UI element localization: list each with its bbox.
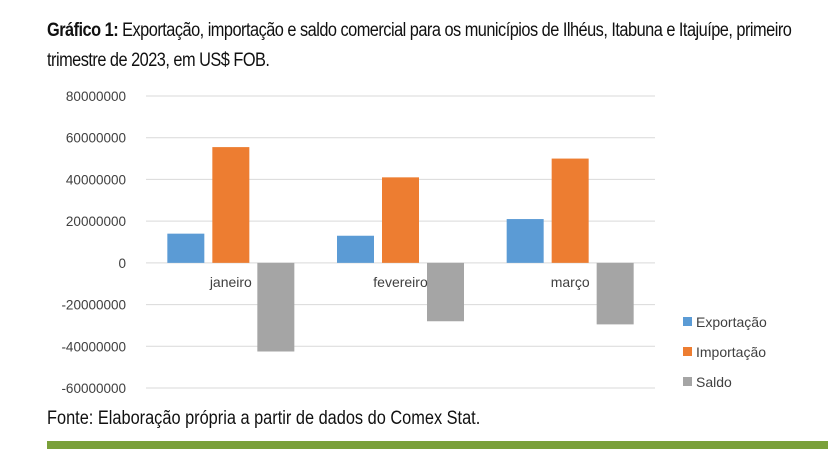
bar-exportação-fevereiro xyxy=(337,235,374,263)
bar-importação-janeiro xyxy=(212,147,250,263)
y-tick-label: 60000000 xyxy=(66,131,126,146)
y-tick-label: -60000000 xyxy=(61,381,126,396)
footer-accent-bar xyxy=(47,441,828,449)
source-note: Fonte: Elaboração própria a partir de da… xyxy=(47,408,481,429)
caption-prefix: Gráfico 1: xyxy=(47,20,119,41)
y-tick-label: 80000000 xyxy=(66,89,126,104)
bar-importação-fevereiro xyxy=(382,177,419,263)
legend-swatch xyxy=(683,317,692,326)
chart-caption: Gráfico 1: Exportação, importação e sald… xyxy=(47,16,821,76)
caption-text: Exportação, importação e saldo comercial… xyxy=(47,20,792,71)
legend-swatch xyxy=(683,347,692,356)
y-tick-label: -40000000 xyxy=(61,339,126,354)
bar-saldo-janeiro xyxy=(257,262,295,352)
x-category-label: janeiro xyxy=(209,274,252,290)
y-tick-label: -20000000 xyxy=(61,298,126,313)
bar-saldo-fevereiro xyxy=(427,262,464,322)
x-category-label: março xyxy=(551,274,590,290)
y-tick-label: 20000000 xyxy=(66,214,126,229)
legend-label: Exportação xyxy=(696,314,767,330)
y-tick-label: 0 xyxy=(118,256,126,271)
bar-importação-março xyxy=(551,158,589,263)
y-tick-label: 40000000 xyxy=(66,172,126,187)
legend-swatch xyxy=(683,377,692,386)
legend-label: Saldo xyxy=(696,374,732,390)
bar-saldo-março xyxy=(596,262,634,325)
bar-exportação-janeiro xyxy=(167,233,205,263)
legend-label: Importação xyxy=(696,344,766,360)
x-category-label: fevereiro xyxy=(373,274,428,290)
bar-exportação-março xyxy=(506,219,544,263)
